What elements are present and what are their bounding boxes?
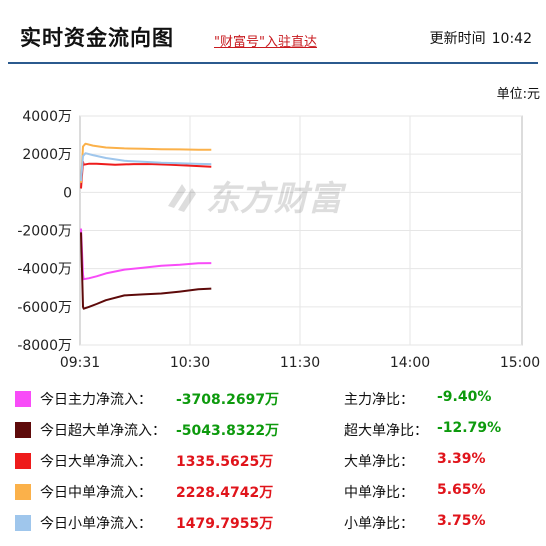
legend-ratio-value: 5.65% (437, 482, 486, 498)
chart-axes: 4000万 2000万 0 -2000万 -4000万 -6000万 -8000万09:31… (17, 109, 540, 371)
legend-ratio-value: 3.75% (437, 513, 486, 529)
legend-label: 今日小单净流入： (40, 516, 152, 532)
y-tick-label: -4000万 (17, 262, 72, 278)
legend-ratio-label: 小单净比： (344, 516, 414, 532)
series-line (80, 228, 212, 281)
legend-ratio-value: -9.40% (437, 389, 492, 405)
update-label: 更新时间 (429, 31, 486, 47)
legend-row: 今日主力净流入： -3708.2697万 主力净比： -9.40% (0, 384, 546, 415)
series-line (80, 232, 212, 310)
header-divider (8, 62, 538, 64)
promo-link[interactable]: "财富号"入驻直达 (214, 35, 317, 50)
x-tick-label: 09:31 (60, 355, 100, 371)
update-time-display: 更新时间 10:42 (430, 28, 532, 48)
watermark-logo: 东方财富 (168, 179, 347, 219)
legend-row: 今日中单净流入： 2228.4742万 中单净比： 5.65% (0, 477, 546, 508)
page-title: 实时资金流向图 (20, 26, 174, 50)
legend-ratio-label: 大单净比： (344, 454, 414, 470)
watermark-text: 东方财富 (206, 179, 347, 219)
legend-value: 2228.4742万 (176, 485, 274, 501)
legend-value: -3708.2697万 (176, 392, 280, 408)
fund-flow-chart: 东方财富 4000万 2000万 0 -2000万 -4000万 -6000万 -8000万… (17, 109, 540, 371)
legend-row: 今日超大单净流入： -5043.8322万 超大单净比： -12.79% (0, 415, 546, 446)
series-line (80, 160, 212, 189)
legend-swatch (15, 422, 31, 438)
x-tick-label: 10:30 (170, 355, 210, 371)
legend-swatch (15, 484, 31, 500)
y-tick-label: 4000万 (22, 109, 72, 125)
legend-row: 今日大单净流入： 1335.5625万 大单净比： 3.39% (0, 446, 546, 477)
update-time: 10:42 (491, 31, 532, 47)
header: 实时资金流向图 "财富号"入驻直达 更新时间 10:42 (0, 0, 546, 64)
series-line (80, 152, 212, 181)
legend-ratio-value: 3.39% (437, 451, 486, 467)
x-tick-label: 15:00 (500, 355, 540, 371)
legend-swatch (15, 391, 31, 407)
legend-row: 今日小单净流入： 1479.7955万 小单净比： 3.75% (0, 508, 546, 539)
y-tick-label: -6000万 (17, 300, 72, 316)
legend-value: 1335.5625万 (176, 454, 274, 470)
legend-ratio-label: 主力净比： (344, 392, 414, 408)
watermark-icon (168, 184, 196, 212)
legend-swatch (15, 515, 31, 531)
y-tick-label: 2000万 (22, 147, 72, 163)
legend-label: 今日大单净流入： (40, 454, 152, 470)
legend-label: 今日中单净流入： (40, 485, 152, 501)
x-tick-label: 11:30 (280, 355, 320, 371)
legend-label: 今日主力净流入： (40, 392, 152, 408)
legend-label: 今日超大单净流入： (40, 423, 166, 439)
y-tick-label: 0 (63, 185, 72, 201)
x-tick-label: 14:00 (390, 355, 430, 371)
legend-ratio-value: -12.79% (437, 420, 502, 436)
legend-value: -5043.8322万 (176, 423, 280, 439)
legend-ratio-label: 中单净比： (344, 485, 414, 501)
unit-label: 单位:元 (496, 87, 540, 102)
legend-swatch (15, 453, 31, 469)
series-line (80, 142, 212, 183)
y-tick-label: -8000万 (17, 338, 72, 354)
legend-ratio-label: 超大单净比： (344, 423, 428, 439)
chart-grid (79, 115, 523, 346)
y-tick-label: -2000万 (17, 224, 72, 240)
legend-value: 1479.7955万 (176, 516, 274, 532)
chart-series (80, 142, 212, 310)
